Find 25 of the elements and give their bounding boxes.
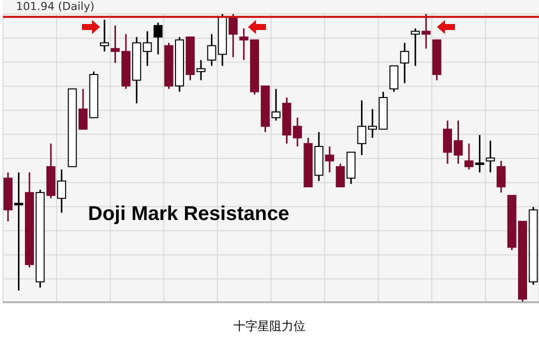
text: 十字星阻力位 xyxy=(232,318,306,335)
candlestick xyxy=(464,142,474,170)
candlestick xyxy=(272,88,280,122)
candlestick xyxy=(486,140,495,174)
candlestick xyxy=(422,14,431,50)
candlestick xyxy=(292,116,302,148)
candlestick xyxy=(14,172,24,292)
candlestick xyxy=(78,88,88,130)
chart-title: 101.94 (Daily) xyxy=(16,0,94,13)
candlestick xyxy=(57,168,66,214)
candlestick xyxy=(400,42,410,84)
candlestick xyxy=(196,59,206,81)
candlestick xyxy=(154,22,163,56)
candlestick xyxy=(410,28,420,67)
candlestick xyxy=(142,30,152,67)
candlestick xyxy=(475,134,484,174)
candlestick xyxy=(325,146,334,174)
candlestick xyxy=(336,163,345,188)
candlestick xyxy=(207,33,216,67)
candlestick xyxy=(389,65,398,93)
annotation: Doji Mark Resistance xyxy=(88,203,290,225)
candlestick xyxy=(100,19,109,52)
candlestick xyxy=(228,14,238,58)
candlestick xyxy=(496,160,506,194)
candlestick xyxy=(110,24,120,64)
